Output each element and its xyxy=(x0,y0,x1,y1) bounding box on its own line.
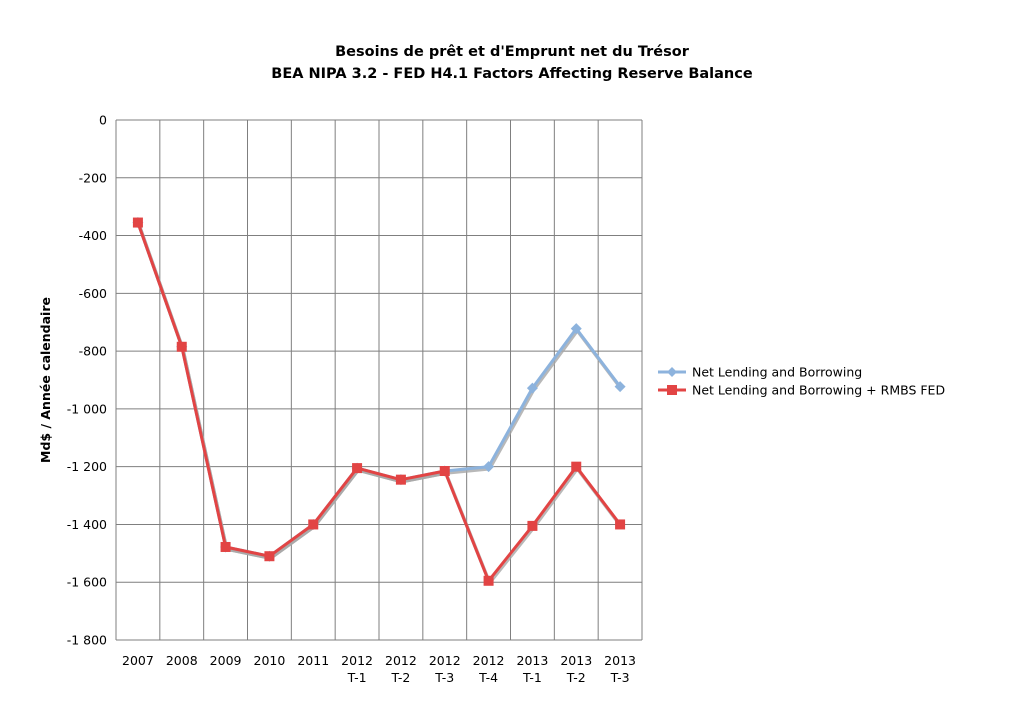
x-tick-label: 2011 xyxy=(297,653,329,668)
series-point-square xyxy=(308,519,319,530)
series-point-square xyxy=(352,463,363,474)
y-tick-label: -800 xyxy=(79,344,107,359)
y-tick-label: -1 200 xyxy=(67,459,107,474)
series-point-square xyxy=(220,541,231,552)
series-point-square xyxy=(439,466,450,476)
x-tick-label: 2007 xyxy=(122,653,154,668)
y-tick-label: -1 600 xyxy=(67,575,107,590)
x-axis-ticks: 2007 2008 2009 2010 2011 2012 T-1 2012 T-2 2012 T-… xyxy=(122,653,636,685)
x-tick-label: T-3 xyxy=(610,670,630,685)
x-tick-label: T-2 xyxy=(390,670,410,685)
series-point-square xyxy=(527,520,538,531)
series-point-square xyxy=(176,341,187,352)
legend: Net Lending and Borrowing Net Lending and… xyxy=(658,365,945,398)
series-point-diamond xyxy=(526,382,538,394)
legend-marker-square xyxy=(667,385,677,395)
y-tick-label: -200 xyxy=(79,170,107,185)
chart-subtitle: BEA NIPA 3.2 - FED H4.1 Factors Affectin… xyxy=(271,66,753,82)
x-tick-label: 2009 xyxy=(210,653,242,668)
y-tick-label: -1 400 xyxy=(67,517,107,532)
x-tick-label: 2008 xyxy=(166,653,198,668)
x-tick-label: T-1 xyxy=(347,670,367,685)
series-shadow-1 xyxy=(137,224,623,585)
x-tick-label: 2013 xyxy=(560,653,592,668)
y-tick-label: -1 800 xyxy=(67,633,107,648)
x-tick-label: 2010 xyxy=(254,653,286,668)
series-point-diamond xyxy=(570,323,582,335)
y-tick-label: 0 xyxy=(99,113,107,128)
x-tick-label: 2012 xyxy=(473,653,505,668)
x-tick-label: 2013 xyxy=(517,653,549,668)
plot-grid xyxy=(115,119,643,641)
chart-title: Besoins de prêt et d'Emprunt net du Trés… xyxy=(335,44,690,60)
series-point-square xyxy=(483,575,494,586)
legend-label: Net Lending and Borrowing + RMBS FED xyxy=(692,383,945,398)
y-tick-label: -400 xyxy=(79,228,107,243)
series-layer xyxy=(132,217,626,586)
y-axis-ticks: 0 -200 -400 -600 -800 -1 000 -1 200 -1 400 -1 60… xyxy=(67,113,107,648)
series-point-diamond xyxy=(614,381,626,393)
x-tick-label: T-2 xyxy=(566,670,586,685)
legend-label: Net Lending and Borrowing xyxy=(692,365,862,380)
series-point-square xyxy=(395,474,406,485)
y-tick-label: -600 xyxy=(79,286,107,301)
series-point-square xyxy=(264,551,275,562)
series-point-square xyxy=(615,519,626,530)
x-tick-label: T-3 xyxy=(434,670,454,685)
series-point-square xyxy=(571,461,582,472)
x-tick-label: T-1 xyxy=(522,670,542,685)
series-line-1 xyxy=(136,222,622,583)
x-tick-label: 2013 xyxy=(604,653,636,668)
y-axis-label: Md$ / Année calendaire xyxy=(38,297,53,463)
x-tick-label: 2012 xyxy=(429,653,461,668)
x-tick-label: 2012 xyxy=(341,653,373,668)
series-point-diamond xyxy=(483,461,495,473)
legend-marker-diamond xyxy=(667,367,677,377)
y-tick-label: -1 000 xyxy=(67,401,107,416)
series-point-square xyxy=(132,217,143,228)
x-tick-label: T-4 xyxy=(478,670,498,685)
x-tick-label: 2012 xyxy=(385,653,417,668)
